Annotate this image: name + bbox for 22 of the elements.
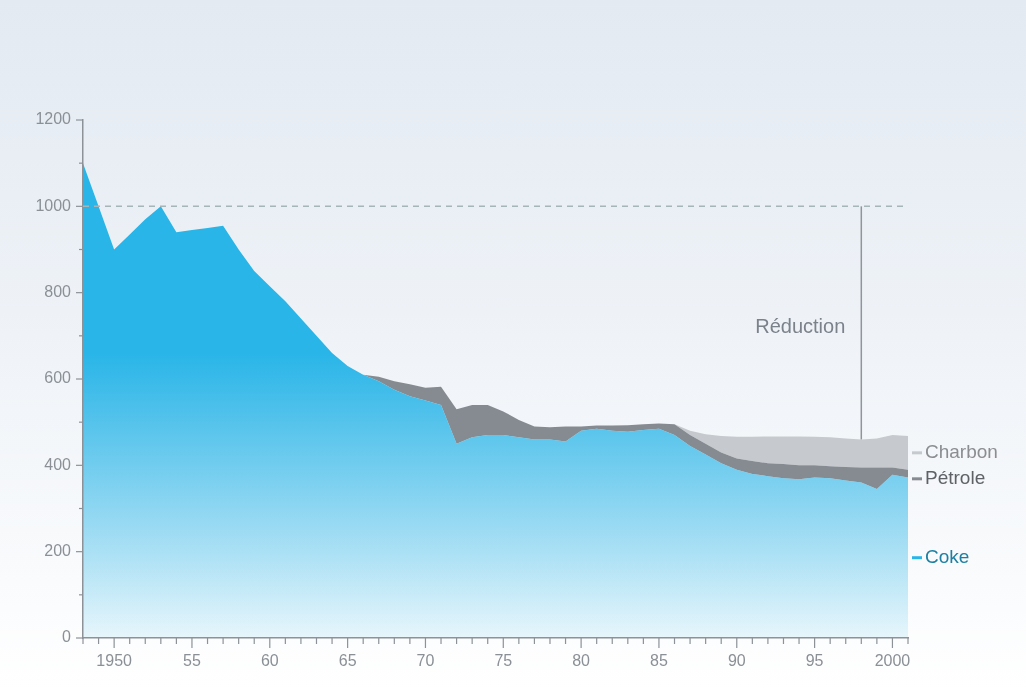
legend-label: Charbon bbox=[925, 441, 998, 463]
x-tick-label: 55 bbox=[183, 652, 201, 670]
y-tick-label: 400 bbox=[44, 455, 72, 473]
x-tick-label: 90 bbox=[727, 652, 746, 670]
x-tick-label: 65 bbox=[338, 652, 357, 670]
y-tick-label: 1000 bbox=[35, 196, 72, 214]
y-tick-label: 200 bbox=[44, 542, 72, 560]
ref-line-label: Réduction bbox=[755, 315, 846, 338]
y-tick-label: 0 bbox=[62, 628, 72, 646]
x-tick-label: 85 bbox=[650, 652, 668, 670]
y-tick-label: 1200 bbox=[35, 110, 72, 128]
legend-label: Coke bbox=[925, 545, 970, 567]
x-tick-label: 1950 bbox=[96, 652, 133, 670]
y-tick-label: 800 bbox=[44, 283, 72, 301]
legend-label: Pétrole bbox=[925, 467, 986, 489]
x-tick-label: 75 bbox=[494, 652, 513, 670]
x-tick-label: 2000 bbox=[874, 652, 911, 670]
x-tick-label: 95 bbox=[805, 652, 824, 670]
x-tick-label: 80 bbox=[572, 652, 591, 670]
y-tick-label: 600 bbox=[44, 369, 72, 387]
x-tick-label: 70 bbox=[416, 652, 435, 670]
x-tick-label: 60 bbox=[260, 652, 279, 670]
